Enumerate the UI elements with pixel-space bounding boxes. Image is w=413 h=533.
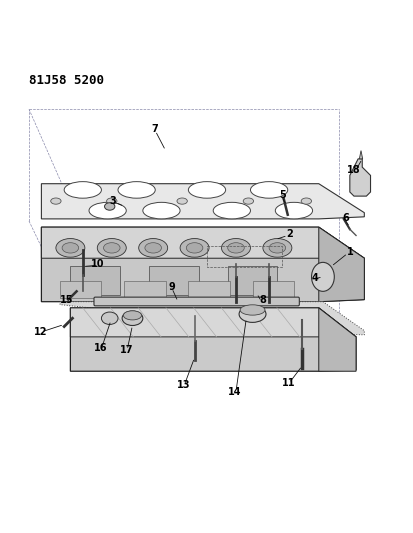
Bar	[124, 281, 165, 297]
Ellipse shape	[104, 203, 115, 210]
Text: 16: 16	[94, 343, 107, 353]
Polygon shape	[318, 227, 363, 302]
Ellipse shape	[262, 239, 291, 257]
Text: 6: 6	[342, 213, 348, 223]
Ellipse shape	[51, 198, 61, 204]
Text: 2: 2	[286, 229, 292, 239]
Polygon shape	[41, 184, 363, 219]
Ellipse shape	[97, 239, 126, 257]
Polygon shape	[41, 227, 363, 258]
Polygon shape	[70, 308, 355, 337]
Text: 4: 4	[311, 273, 318, 282]
Ellipse shape	[213, 203, 250, 219]
Ellipse shape	[123, 311, 141, 320]
Ellipse shape	[311, 262, 334, 292]
Text: 8: 8	[259, 295, 266, 305]
Text: 17: 17	[119, 345, 133, 355]
Bar	[227, 266, 277, 295]
Ellipse shape	[300, 198, 311, 204]
Bar	[149, 266, 198, 295]
Ellipse shape	[250, 182, 287, 198]
Ellipse shape	[227, 243, 244, 253]
Ellipse shape	[221, 239, 250, 257]
Ellipse shape	[239, 306, 265, 322]
Polygon shape	[41, 227, 363, 302]
Ellipse shape	[64, 182, 101, 198]
Text: 10: 10	[90, 260, 104, 269]
Polygon shape	[60, 302, 363, 335]
Ellipse shape	[240, 305, 264, 315]
Ellipse shape	[89, 203, 126, 219]
Text: 11: 11	[282, 378, 295, 388]
Ellipse shape	[142, 203, 180, 219]
Ellipse shape	[101, 312, 118, 325]
Text: 14: 14	[228, 386, 241, 397]
Ellipse shape	[188, 182, 225, 198]
Text: 18: 18	[347, 165, 360, 175]
Bar	[252, 281, 293, 297]
Polygon shape	[349, 159, 370, 196]
Text: 3: 3	[109, 196, 116, 206]
Text: 12: 12	[34, 327, 47, 337]
Polygon shape	[318, 308, 355, 372]
Ellipse shape	[62, 243, 78, 253]
Ellipse shape	[268, 243, 285, 253]
Text: 81J58 5200: 81J58 5200	[29, 74, 104, 87]
Bar	[188, 281, 229, 297]
Text: 5: 5	[279, 190, 285, 200]
Text: 1: 1	[346, 247, 352, 257]
Ellipse shape	[103, 243, 120, 253]
Ellipse shape	[186, 243, 202, 253]
Text: 15: 15	[60, 295, 74, 305]
Text: 9: 9	[168, 282, 175, 292]
Bar	[60, 281, 101, 297]
Ellipse shape	[118, 182, 155, 198]
Ellipse shape	[56, 239, 85, 257]
Ellipse shape	[122, 311, 142, 326]
Ellipse shape	[180, 239, 209, 257]
Ellipse shape	[145, 243, 161, 253]
Polygon shape	[70, 308, 355, 372]
Text: 13: 13	[176, 381, 190, 390]
Ellipse shape	[275, 203, 312, 219]
Ellipse shape	[176, 198, 187, 204]
Ellipse shape	[138, 239, 167, 257]
FancyBboxPatch shape	[94, 297, 299, 306]
Bar	[70, 266, 120, 295]
Text: 7: 7	[152, 124, 158, 134]
Ellipse shape	[107, 198, 116, 204]
Polygon shape	[358, 151, 362, 159]
Ellipse shape	[242, 198, 253, 204]
